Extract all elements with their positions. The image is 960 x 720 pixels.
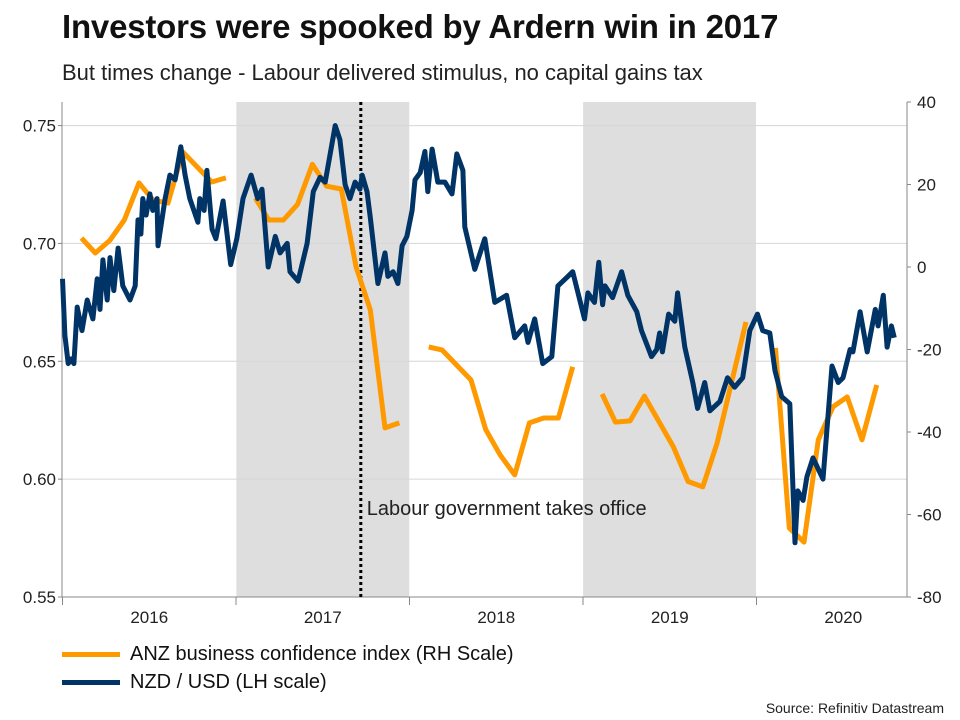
right-tick-label: 20 [917, 176, 936, 195]
legend-item-anz: ANZ business confidence index (RH Scale) [62, 640, 514, 668]
chart-subtitle: But times change - Labour delivered stim… [62, 60, 703, 85]
right-tick-label: -80 [917, 588, 942, 607]
right-tick-label: -60 [917, 506, 942, 525]
annotation-label: Labour government takes office [367, 498, 647, 520]
left-tick-label: 0.55 [23, 588, 56, 607]
left-tick-label: 0.70 [23, 234, 56, 253]
right-tick-label: 40 [917, 93, 936, 112]
x-tick-label: 2020 [824, 608, 862, 627]
right-tick-label: -20 [917, 341, 942, 360]
left-tick-label: 0.60 [23, 470, 56, 489]
left-tick-label: 0.75 [23, 117, 56, 136]
source-note: Source: Refinitiv Datastream [765, 700, 944, 716]
series-line-anz [253, 161, 401, 431]
right-tick-label: 0 [917, 258, 926, 277]
legend-label-anz: ANZ business confidence index (RH Scale) [130, 642, 514, 665]
left-tick-label: 0.65 [23, 352, 56, 371]
shaded-period-1 [583, 102, 757, 597]
legend-swatch-nzdusd [62, 679, 120, 685]
x-tick-label: 2018 [477, 608, 515, 627]
x-tick-label: 2017 [304, 608, 342, 627]
legend: ANZ business confidence index (RH Scale)… [62, 640, 514, 696]
series-line-nzdusd [60, 123, 897, 546]
right-tick-label: -40 [917, 423, 942, 442]
x-tick-label: 2019 [651, 608, 689, 627]
series-line-anz [79, 149, 227, 256]
chart-title: Investors were spooked by Ardern win in … [62, 8, 779, 45]
legend-label-nzdusd: NZD / USD (LH scale) [130, 670, 327, 693]
x-tick-label: 2016 [130, 608, 168, 627]
legend-swatch-anz [62, 651, 120, 657]
legend-item-nzdusd: NZD / USD (LH scale) [62, 668, 514, 696]
series-line-anz [599, 321, 749, 490]
series-line-anz [428, 344, 576, 478]
